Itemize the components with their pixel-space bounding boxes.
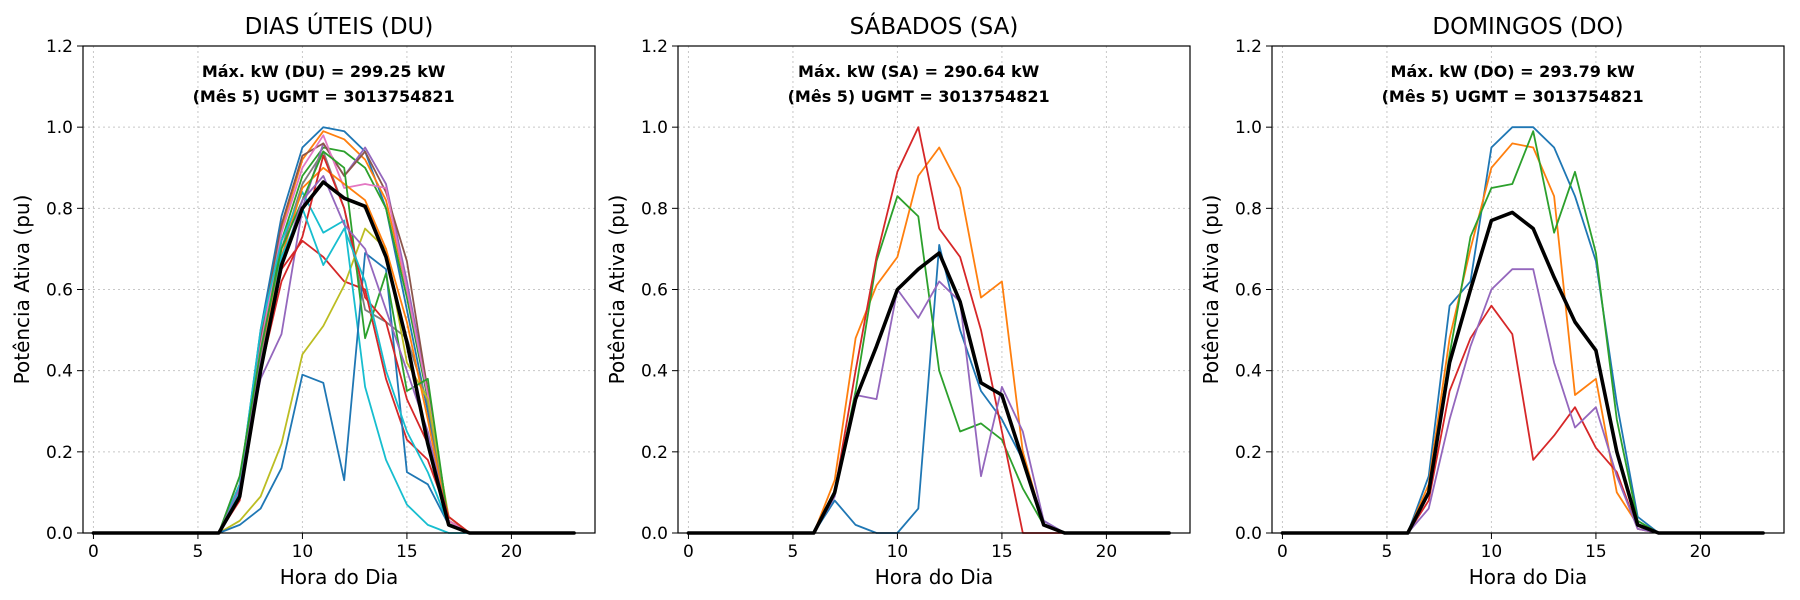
mean-profile-line — [91, 180, 576, 535]
chart-title: DOMINGOS (DO) — [1432, 14, 1623, 40]
y-tick-label: 0.2 — [641, 443, 668, 463]
y-tick-label: 0.2 — [1235, 443, 1262, 463]
y-axis-label: Potência Ativa (pu) — [605, 195, 629, 385]
y-tick-label: 0.6 — [1235, 281, 1262, 301]
daily-profile-line — [92, 146, 575, 534]
x-tick-label: 15 — [396, 542, 418, 562]
annotation-line-2: (Mês 5) UGMT = 3013754821 — [1382, 87, 1644, 106]
y-tick-label: 1.0 — [46, 118, 73, 138]
plot-frame — [82, 45, 596, 534]
series-group — [91, 126, 576, 535]
y-tick-label: 0.0 — [641, 524, 668, 544]
x-tick-label: 20 — [1690, 542, 1712, 562]
y-tick-label: 0.8 — [641, 199, 668, 219]
y-tick-label: 0.6 — [641, 281, 668, 301]
y-tick-label: 0.4 — [641, 362, 668, 382]
panel-dias-uteis: DIAS ÚTEIS (DU) Hora do Dia Potência Ati… — [10, 12, 596, 589]
series-group — [686, 126, 1171, 535]
daily-profile-line — [687, 195, 1170, 534]
x-tick-label: 20 — [501, 542, 523, 562]
daily-profile-line — [92, 134, 575, 534]
annotation-line-2: (Mês 5) UGMT = 3013754821 — [788, 87, 1050, 106]
x-tick-label: 5 — [193, 542, 204, 562]
x-tick-label: 10 — [887, 542, 909, 562]
y-tick-label: 0.8 — [46, 199, 73, 219]
y-axis-label: Potência Ativa (pu) — [10, 195, 34, 385]
daily-profile-line — [92, 154, 575, 534]
x-axis-label: Hora do Dia — [1469, 565, 1588, 589]
panel-domingos: DOMINGOS (DO) Hora do Dia Potência Ativa… — [1199, 14, 1785, 589]
x-tick-label: 15 — [991, 542, 1013, 562]
y-tick-label: 1.2 — [46, 37, 73, 57]
y-tick-label: 1.0 — [641, 118, 668, 138]
daily-profile-line — [687, 280, 1170, 534]
x-tick-label: 10 — [1481, 542, 1503, 562]
daily-profile-line — [1281, 304, 1764, 534]
daily-profile-line — [92, 239, 575, 534]
y-tick-label: 1.2 — [1235, 37, 1262, 57]
x-tick-label: 0 — [1277, 542, 1288, 562]
daily-profile-line — [687, 146, 1170, 534]
series-group — [1280, 126, 1765, 535]
grid — [1272, 45, 1784, 533]
x-tick-label: 5 — [788, 542, 799, 562]
y-axis-label: Potência Ativa (pu) — [1199, 195, 1223, 385]
y-tick-label: 1.0 — [1235, 118, 1262, 138]
y-tick-label: 0.0 — [46, 524, 73, 544]
x-tick-label: 20 — [1096, 542, 1118, 562]
daily-profile-line — [92, 174, 575, 534]
y-tick-label: 0.4 — [46, 362, 73, 382]
daily-profile-line — [687, 126, 1170, 534]
x-tick-label: 0 — [683, 542, 694, 562]
x-axis-label: Hora do Dia — [280, 565, 399, 589]
annotation-line-1: Máx. kW (SA) = 290.64 kW — [798, 62, 1040, 81]
y-tick-label: 0.2 — [46, 443, 73, 463]
x-tick-label: 15 — [1585, 542, 1607, 562]
annotation-line-1: Máx. kW (DU) = 299.25 kW — [202, 62, 446, 81]
daily-profile-line — [1281, 142, 1764, 534]
daily-profile-line — [92, 191, 575, 534]
mean-profile-line — [1280, 210, 1765, 535]
plot-frame — [677, 45, 1191, 534]
y-tick-label: 0.8 — [1235, 199, 1262, 219]
y-tick-label: 0.0 — [1235, 524, 1262, 544]
daily-profile-line — [92, 252, 575, 534]
daily-profile-line — [1281, 130, 1764, 534]
x-tick-label: 5 — [1382, 542, 1393, 562]
y-tick-label: 0.4 — [1235, 362, 1262, 382]
daily-profile-line — [92, 166, 575, 534]
annotation-line-1: Máx. kW (DO) = 293.79 kW — [1391, 62, 1636, 81]
plot-frame — [1271, 45, 1785, 534]
daily-profile-line — [92, 227, 575, 534]
x-tick-label: 0 — [88, 542, 99, 562]
x-axis-label: Hora do Dia — [875, 565, 994, 589]
y-tick-label: 0.6 — [46, 281, 73, 301]
y-tick-label: 1.2 — [641, 37, 668, 57]
chart-title: SÁBADOS (SA) — [850, 12, 1019, 40]
panel-sabados: SÁBADOS (SA) Hora do Dia Potência Ativa … — [605, 12, 1191, 589]
x-tick-label: 10 — [292, 542, 314, 562]
annotation-line-2: (Mês 5) UGMT = 3013754821 — [193, 87, 455, 106]
chart-title: DIAS ÚTEIS (DU) — [245, 12, 434, 40]
daily-profile-line — [1281, 126, 1764, 534]
